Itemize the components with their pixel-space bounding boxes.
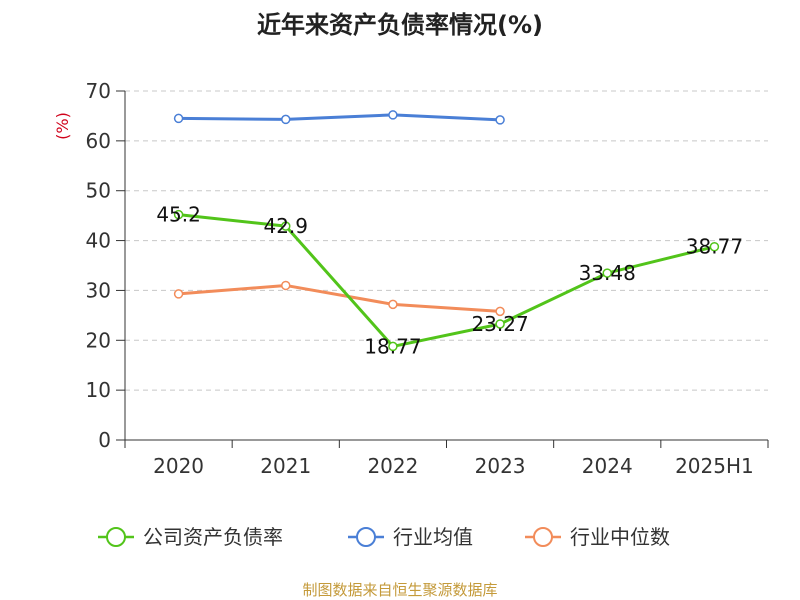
data-point <box>495 306 505 317</box>
data-label: 33.48 <box>579 261 636 285</box>
x-tick-label: 2023 <box>475 454 526 478</box>
legend-swatch-marker <box>533 527 553 547</box>
y-tick-label: 30 <box>86 278 111 302</box>
data-point <box>173 113 184 124</box>
series-line <box>178 213 715 348</box>
data-point <box>495 319 505 329</box>
series-line <box>178 113 501 122</box>
data-point <box>602 268 612 278</box>
x-tick-label: 2022 <box>367 454 418 478</box>
legend-swatch-marker <box>106 527 126 547</box>
y-tick-label: 50 <box>86 179 111 203</box>
legend-label: 公司资产负债率 <box>143 525 283 549</box>
x-tick-label: 2024 <box>582 454 633 478</box>
series-group <box>173 110 720 352</box>
y-tick-label: 60 <box>86 129 111 153</box>
data-label: 38.77 <box>686 235 743 259</box>
data-label: 18.77 <box>364 334 421 358</box>
data-label: 23.27 <box>471 312 528 336</box>
data-point <box>709 241 720 252</box>
y-tick-label: 20 <box>86 328 111 352</box>
data-point <box>388 110 398 120</box>
grid-lines <box>125 90 768 391</box>
y-tick-label: 0 <box>98 428 111 452</box>
chart-title: 近年来资产负债率情况(%) <box>257 11 543 39</box>
data-point <box>388 341 398 352</box>
data-point <box>173 289 184 299</box>
y-tick-label: 40 <box>86 229 111 253</box>
data-point <box>173 209 184 220</box>
legend: 公司资产负债率 行业均值 行业中位数 <box>98 525 670 549</box>
data-label: 42.9 <box>263 214 308 238</box>
data-point <box>388 299 398 310</box>
x-tick-label: 2020 <box>153 454 204 478</box>
x-tick-label: 2025H1 <box>675 454 754 478</box>
source-note: 制图数据来自恒生聚源数据库 <box>302 581 497 599</box>
data-point <box>281 280 291 291</box>
y-tick-label: 10 <box>86 378 111 402</box>
data-point <box>281 221 291 231</box>
legend-label: 行业中位数 <box>570 525 670 549</box>
series-line <box>178 283 501 313</box>
data-labels: 45.2 42.9 18.77 23.27 33.48 38.77 <box>156 203 743 359</box>
legend-label: 行业均值 <box>393 525 473 549</box>
x-tick-label: 2021 <box>260 454 311 478</box>
axes: 0 10 20 30 40 50 60 70 2020 2021 2022 2023 2024 2025H… <box>86 79 769 478</box>
data-label: 45.2 <box>156 203 201 227</box>
legend-swatch-marker <box>356 527 376 547</box>
y-tick-label: 70 <box>86 79 111 103</box>
data-point <box>495 115 505 125</box>
data-point <box>281 114 291 125</box>
y-axis-label: (%) <box>53 112 72 140</box>
